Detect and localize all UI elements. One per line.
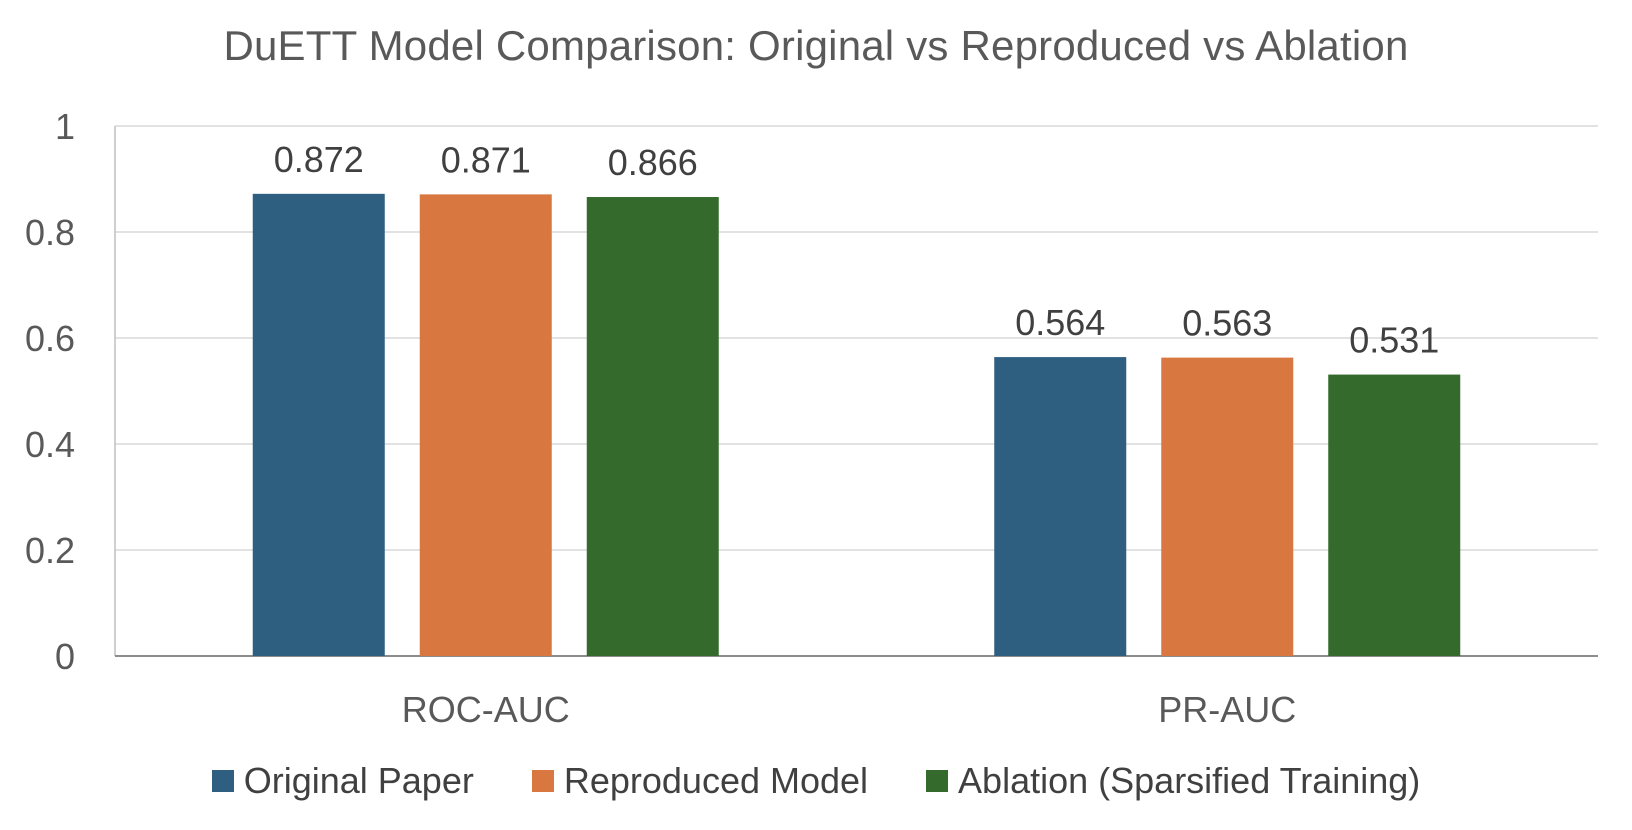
legend-item-ablation: Ablation (Sparsified Training) <box>926 760 1420 802</box>
data-label-1-1: 0.563 <box>1182 303 1272 344</box>
legend-item-reproduced: Reproduced Model <box>531 760 869 802</box>
legend-label-original: Original Paper <box>243 760 474 801</box>
bar-0-0 <box>252 193 385 656</box>
x-category-label-1: PR-AUC <box>1158 689 1296 730</box>
bar-1-2 <box>1328 374 1461 656</box>
bar-0-1 <box>419 194 552 656</box>
legend-label-ablation: Ablation (Sparsified Training) <box>958 760 1421 801</box>
legend-label-reproduced: Reproduced Model <box>563 760 869 801</box>
data-label-0-1: 0.871 <box>441 139 531 180</box>
x-category-label-0: ROC-AUC <box>402 689 570 730</box>
y-tick-label: 0.8 <box>25 212 75 253</box>
bar-1-0 <box>994 357 1127 656</box>
bar-0-2 <box>586 197 719 656</box>
data-label-1-0: 0.564 <box>1015 302 1105 343</box>
bar-1-1 <box>1161 357 1294 656</box>
y-tick-label: 0 <box>55 636 75 677</box>
y-tick-label: 0.2 <box>25 530 75 571</box>
y-tick-label: 0.6 <box>25 318 75 359</box>
y-tick-label: 0.4 <box>25 424 75 465</box>
data-label-0-0: 0.872 <box>274 139 364 180</box>
legend-swatch-ablation <box>926 770 949 792</box>
y-tick-label: 1 <box>55 106 75 147</box>
data-label-1-2: 0.531 <box>1349 320 1439 361</box>
legend-swatch-reproduced <box>531 770 554 792</box>
chart-title: DuETT Model Comparison: Original vs Repr… <box>223 22 1409 69</box>
legend: Original Paper Reproduced Model Ablation… <box>0 760 1632 802</box>
data-label-0-2: 0.866 <box>608 142 698 183</box>
legend-swatch-original <box>211 770 234 792</box>
legend-item-original: Original Paper <box>211 760 474 802</box>
